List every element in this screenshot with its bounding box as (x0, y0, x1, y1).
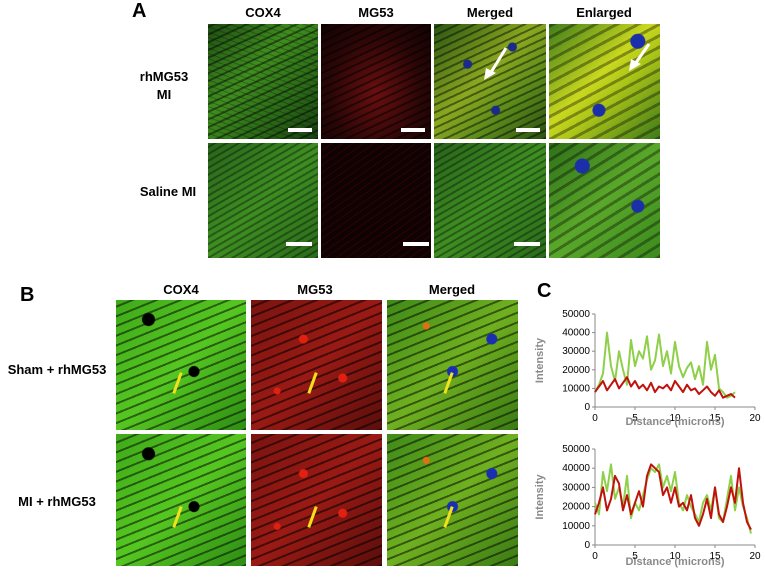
panel-b-mg53-mi-image (251, 434, 382, 566)
panel-a-mg53-rhmg53-image (321, 24, 431, 139)
y-tick-label: 20000 (562, 502, 590, 513)
y-axis-label: Intensity (534, 337, 546, 383)
y-tick-label: 40000 (562, 328, 590, 339)
panel-a-letter: A (132, 0, 147, 22)
panel-a-enlarged-rhmg53-image (549, 24, 660, 139)
panel-a-enlarged-saline-image (549, 143, 660, 258)
panel-a-row-label-saline: Saline MI (139, 184, 197, 199)
panel-b-merged-mi-image (387, 434, 518, 566)
line-scan-marker (443, 372, 454, 394)
y-tick-label: 30000 (562, 346, 590, 357)
y-axis-label: Intensity (534, 474, 546, 520)
panel-b-col-merged: Merged (428, 282, 476, 297)
row-label-line1: rhMG53 (139, 69, 189, 84)
x-tick-label: 10 (669, 551, 681, 562)
scale-bar (403, 242, 429, 246)
x-axis-label: Distance (microns) (625, 556, 724, 568)
y-tick-label: 40000 (562, 463, 590, 474)
y-tick-label: 30000 (562, 482, 590, 493)
x-tick-label: 10 (669, 413, 681, 424)
row-label-line2: MI (156, 87, 172, 102)
panel-a-col-enlarged: Enlarged (576, 5, 632, 20)
panel-b-merged-sham-image (387, 300, 518, 430)
panel-a-col-merged: Merged (466, 5, 514, 20)
x-tick-label: 0 (592, 413, 598, 424)
scale-bar (516, 128, 540, 132)
series-line-red (594, 463, 752, 531)
panel-b-cox4-sham-image (116, 300, 246, 430)
x-axis-label: Distance (microns) (625, 416, 724, 428)
panel-a-cox4-rhmg53-image (208, 24, 318, 139)
x-tick-label: 0 (592, 551, 598, 562)
series-line-red (594, 376, 736, 399)
panel-a-row-label-rhmg53: rhMG53 MI (128, 68, 200, 104)
panel-a-cox4-saline-image (208, 143, 318, 258)
x-tick-label: 15 (709, 413, 721, 424)
panel-b-col-mg53: MG53 (297, 282, 333, 297)
y-tick-label: 50000 (562, 309, 590, 320)
y-tick-label: 10000 (562, 383, 590, 394)
panel-c-charts: 0 10000 20000 30000 40000 50000 0 5 10 15 20 Distan… (534, 309, 761, 568)
scale-bar (286, 242, 312, 246)
panel-a-merged-saline-image (434, 143, 546, 258)
scale-bar (288, 128, 312, 132)
y-tick-label: 0 (584, 540, 590, 551)
y-tick-label: 50000 (562, 444, 590, 455)
arrow-icon (629, 43, 651, 71)
panel-a-mg53-saline-image (321, 143, 431, 258)
y-tick-label: 20000 (562, 365, 590, 376)
x-tick-label: 15 (709, 551, 721, 562)
panel-a-col-cox4: COX4 (245, 5, 281, 20)
panel-a-merged-rhmg53-image (434, 24, 546, 139)
series-line-green (594, 331, 736, 399)
x-tick-label: 5 (632, 551, 638, 562)
y-tick-label: 0 (584, 402, 590, 413)
line-scan-marker (172, 372, 183, 394)
panel-a-col-mg53: MG53 (358, 5, 394, 20)
panel-b-mg53-sham-image (251, 300, 382, 430)
line-scan-marker (307, 372, 318, 394)
scale-bar (514, 242, 540, 246)
arrow-icon (484, 47, 508, 80)
panel-b-cox4-mi-image (116, 434, 246, 566)
x-tick-label: 20 (749, 413, 761, 424)
line-scan-marker (172, 506, 183, 528)
panel-c-letter: C (537, 280, 552, 302)
y-tick-label: 10000 (562, 521, 590, 532)
x-tick-label: 20 (749, 551, 761, 562)
line-scan-marker (307, 506, 318, 528)
x-tick-label: 5 (632, 413, 638, 424)
scale-bar (401, 128, 425, 132)
line-scan-marker (443, 506, 454, 528)
panel-b-row-label-sham: Sham + rhMG53 (7, 362, 107, 377)
panel-b-letter: B (20, 284, 35, 306)
panel-b-col-cox4: COX4 (163, 282, 199, 297)
panel-b-row-label-mi: MI + rhMG53 (18, 494, 96, 509)
